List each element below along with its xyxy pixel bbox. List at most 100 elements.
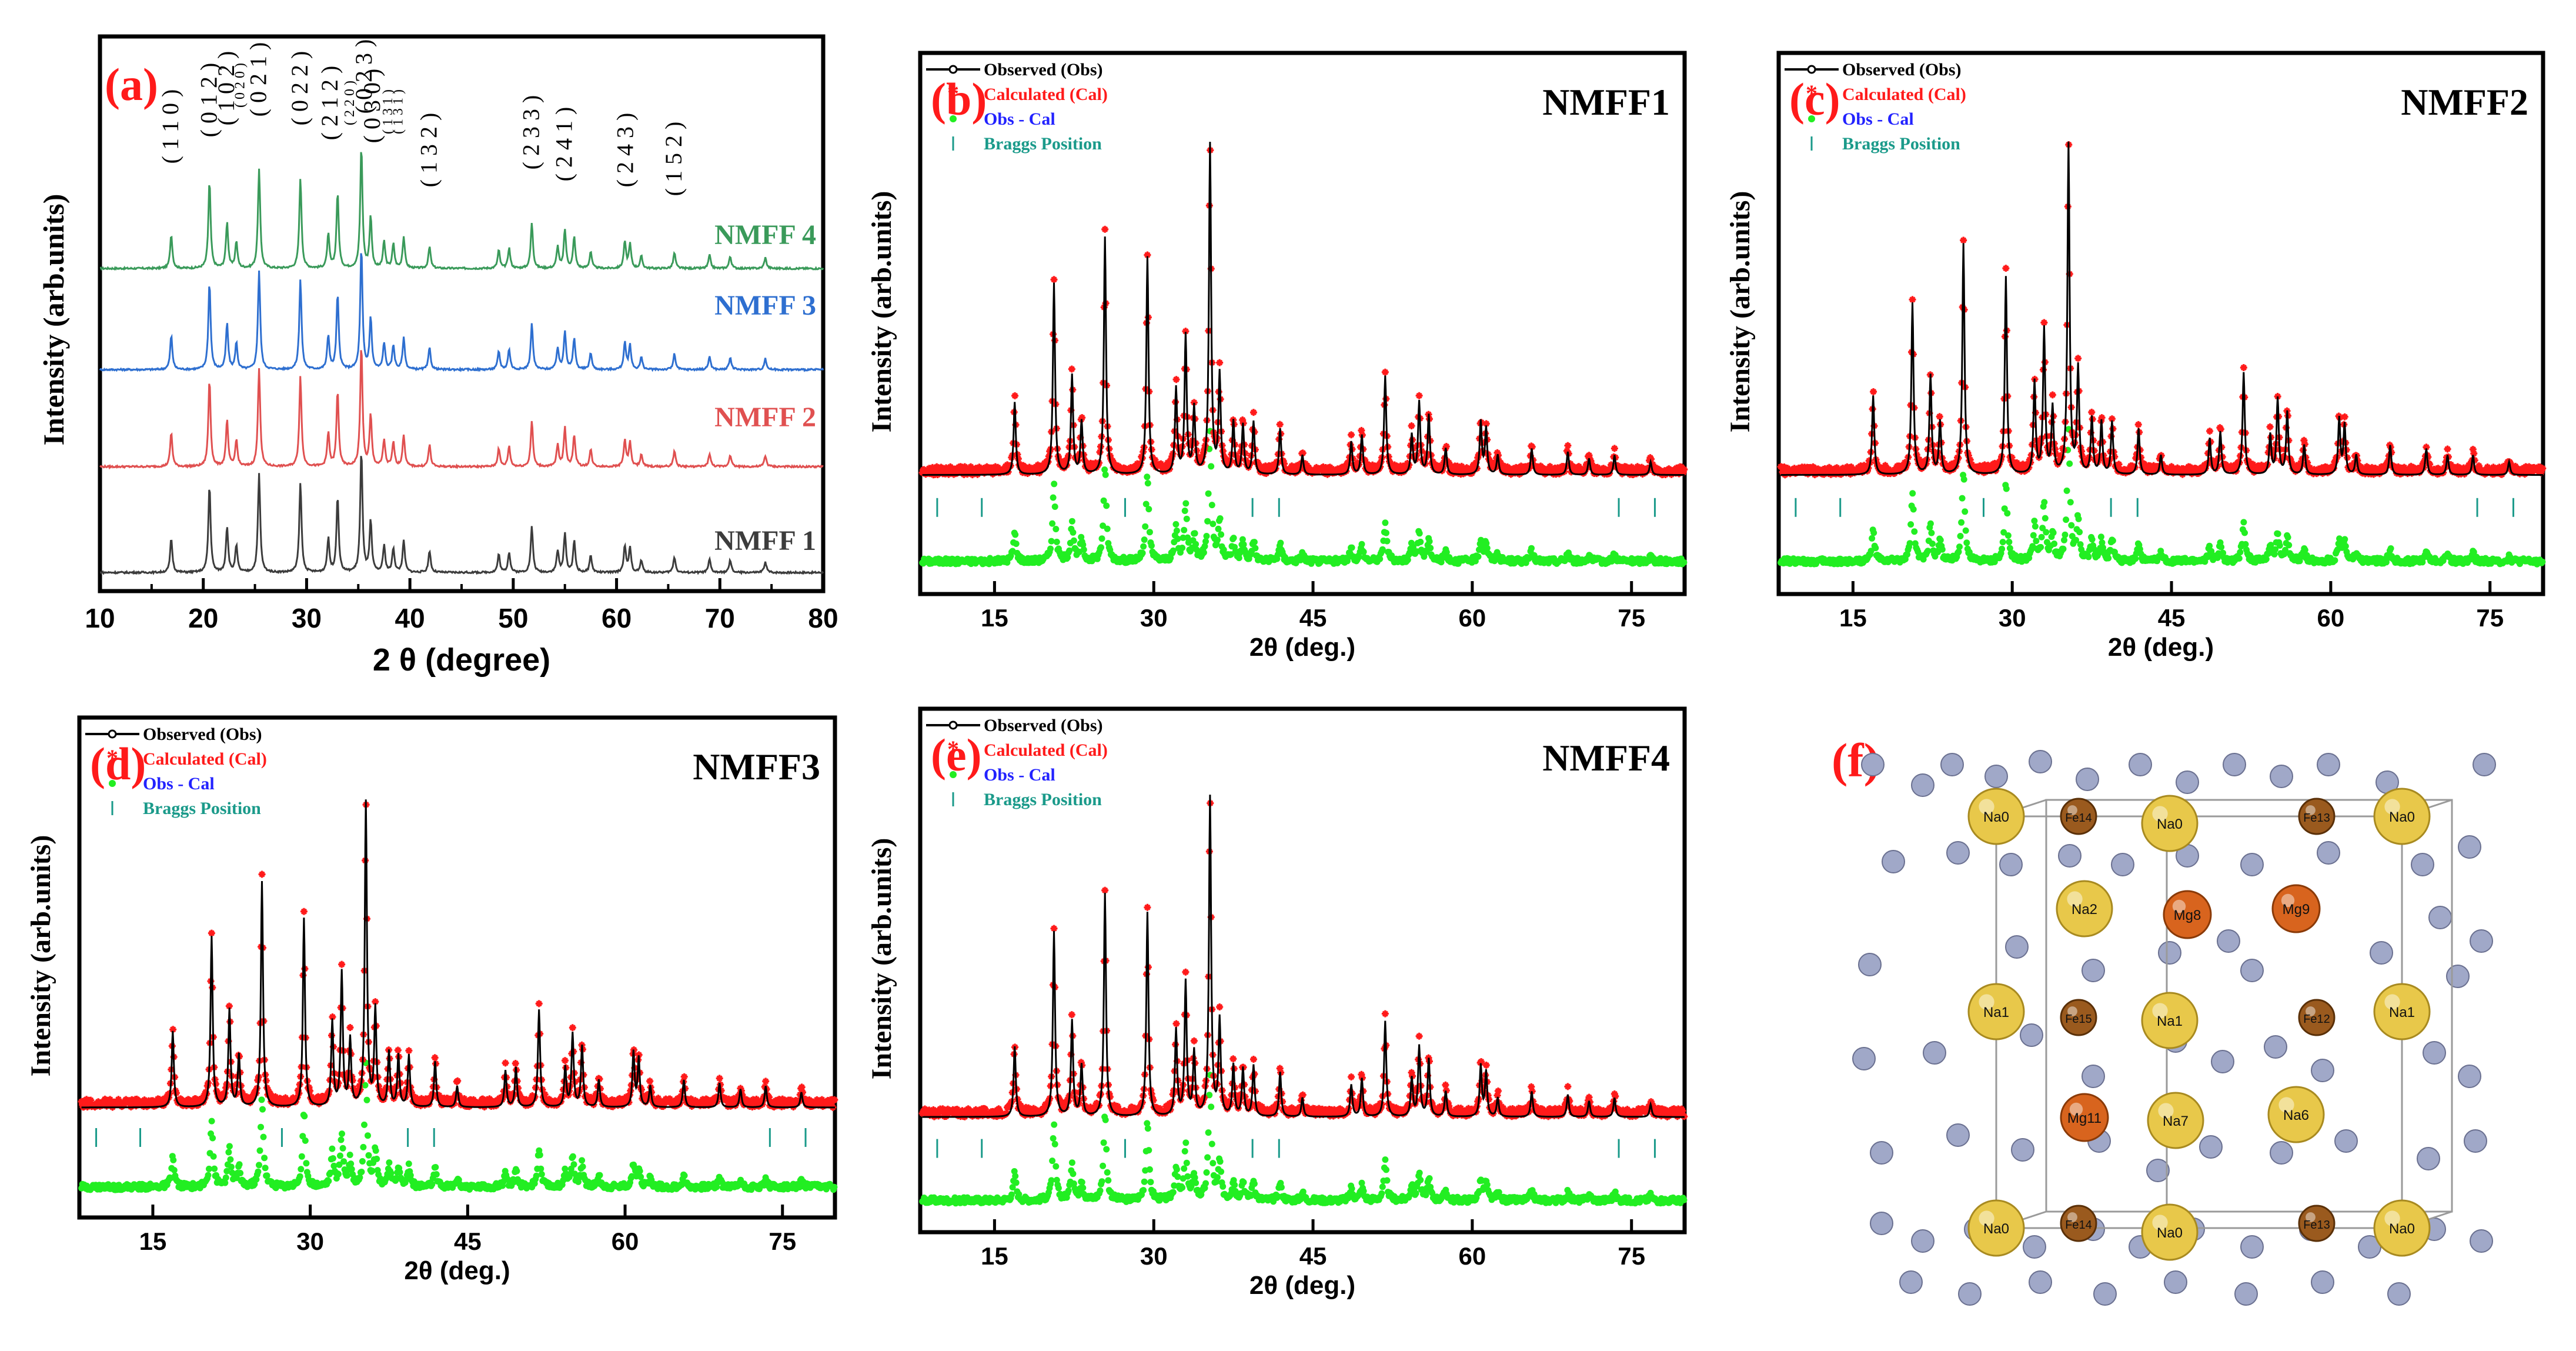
difference-point (1047, 545, 1054, 552)
difference-point (1680, 559, 1688, 566)
difference-point (2342, 543, 2349, 550)
difference-point (1239, 536, 1246, 543)
calculated-point (1176, 446, 1184, 453)
calculated-point (1151, 456, 1159, 463)
difference-point (1872, 545, 1879, 552)
calculated-point (1167, 460, 1174, 468)
calculated-point (1050, 276, 1058, 283)
difference-point (1205, 490, 1212, 497)
difference-point (1179, 545, 1186, 551)
difference-point (1068, 518, 1075, 525)
difference-point (579, 1163, 586, 1170)
x-tick-label: 70 (705, 603, 735, 633)
difference-point (1070, 537, 1077, 544)
x-axis-label: 2 θ (degree) (373, 642, 550, 678)
difference-point (1962, 527, 1969, 534)
x-tick-label: 40 (395, 603, 425, 633)
difference-point (2076, 529, 2083, 536)
difference-point (1104, 525, 1111, 532)
calculated-point (1195, 453, 1202, 461)
difference-point (2237, 549, 2244, 556)
difference-point (1182, 500, 1190, 507)
calculated-point (967, 463, 974, 471)
difference-point (1383, 529, 1389, 536)
calculated-point (1358, 426, 1365, 434)
calculated-point (1581, 468, 1589, 475)
difference-point (1173, 527, 1180, 534)
difference-point (2038, 533, 2045, 541)
x-tick-label: 50 (498, 603, 528, 633)
calculated-point (1216, 359, 1224, 366)
difference-point (171, 1167, 178, 1173)
difference-point (570, 1161, 577, 1168)
difference-point (1098, 535, 1105, 542)
difference-point (361, 1121, 367, 1128)
y-axis-label: Intensity (arb.units) (37, 194, 70, 446)
calculated-point (1299, 449, 1307, 457)
difference-point (1142, 523, 1149, 530)
difference-point (170, 1156, 177, 1163)
difference-point (1144, 480, 1151, 487)
legend-observed-label: Observed (Obs) (984, 60, 1103, 79)
difference-point (344, 1172, 351, 1179)
sample-label: NMFF2 (2401, 81, 2528, 123)
y-axis-label: Intensity (arb.units) (25, 835, 56, 1077)
calculated-point (1326, 463, 1334, 471)
difference-point (340, 1158, 348, 1165)
calculated-point (1361, 456, 1369, 464)
difference-point (1528, 545, 1535, 552)
calculated-point (1280, 460, 1288, 468)
difference-point (596, 1172, 603, 1179)
panel-label: (c) (1789, 74, 1840, 125)
difference-point (1957, 533, 1964, 539)
difference-point (1999, 539, 2006, 546)
calculated-point (1348, 431, 1355, 439)
calculated-point (1190, 399, 1198, 406)
calculated-point (1564, 442, 1572, 449)
difference-point (1191, 530, 1198, 537)
peak-annotation: ( 1 1 0 ) (157, 89, 183, 164)
difference-point (1230, 535, 1237, 542)
sample-label: NMFF3 (693, 746, 820, 788)
calculated-point (1249, 409, 1257, 416)
difference-point (1235, 555, 1242, 562)
series-label: NMFF 1 (714, 525, 816, 556)
difference-point (1202, 538, 1209, 545)
difference-point (236, 1161, 243, 1168)
difference-point (1183, 515, 1190, 522)
series-line (99, 253, 824, 372)
difference-point (256, 1162, 262, 1169)
difference-point (208, 1118, 215, 1125)
difference-point (222, 1174, 229, 1181)
difference-point (1204, 518, 1211, 525)
difference-point (2050, 529, 2057, 536)
calculated-point (1321, 469, 1329, 477)
difference-point (205, 1172, 212, 1179)
difference-point (346, 1152, 353, 1158)
legend-difference-marker (950, 115, 957, 122)
difference-point (1049, 520, 1056, 527)
difference-point (227, 1156, 234, 1163)
difference-point (359, 1158, 366, 1165)
difference-point (2030, 532, 2037, 539)
peak-annotation: ( 1 3 2 ) (416, 113, 442, 188)
difference-point (681, 1172, 688, 1179)
difference-point (1140, 543, 1147, 550)
calculated-point (1442, 443, 1450, 451)
difference-point (1050, 494, 1057, 501)
x-tick-label: 10 (85, 603, 115, 633)
difference-point (1870, 529, 1877, 536)
series-label: NMFF 4 (714, 219, 816, 251)
difference-point (2062, 531, 2069, 538)
calculated-point (1352, 465, 1360, 472)
difference-point (2061, 536, 2067, 543)
calculated-point (1415, 392, 1423, 399)
difference-point (1200, 549, 1207, 556)
difference-point (1012, 531, 1019, 538)
calculated-point (1045, 452, 1053, 460)
calculated-point (937, 463, 945, 471)
series-label: NMFF 2 (714, 402, 816, 433)
calculated-point (1461, 469, 1469, 477)
difference-point (259, 1106, 266, 1113)
